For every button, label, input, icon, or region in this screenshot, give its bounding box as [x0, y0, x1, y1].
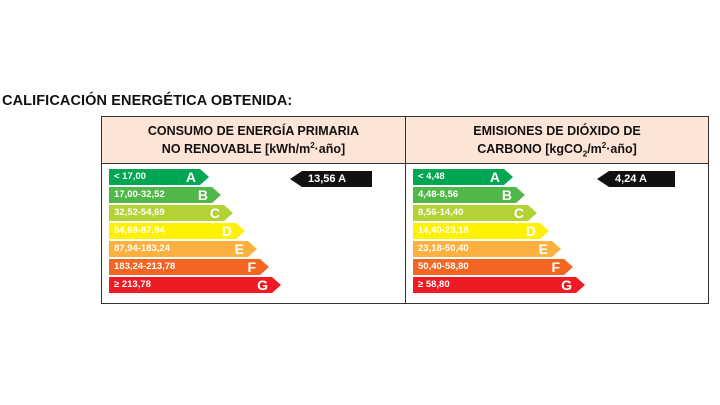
primary-energy-header-line1: CONSUMO DE ENERGÍA PRIMARIA: [147, 124, 360, 138]
primary-energy-panel: CONSUMO DE ENERGÍA PRIMARIA NO RENOVABLE…: [102, 117, 405, 303]
energy-band-c: 32,52-54,69 C: [109, 205, 233, 221]
co2-emissions-scale: < 4,48 A 4,48-8,56 B 8,56-14,40 C 14,40-23,…: [413, 169, 585, 295]
co2-band-a: < 4,48 A: [413, 169, 513, 185]
energy-band-a: < 17,00 A: [109, 169, 209, 185]
co2-band-g: ≥ 58,80 G: [413, 277, 585, 293]
energy-band-f: 183,24-213,78 F: [109, 259, 269, 275]
co2-band-d: 14,40-23,18 D: [413, 223, 549, 239]
primary-energy-scale: < 17,00 A 17,00-32,52 B 32,52-54,69 C 54,69…: [109, 169, 281, 295]
energy-rating-table: CONSUMO DE ENERGÍA PRIMARIA NO RENOVABLE…: [101, 116, 709, 304]
co2-band-b: 4,48-8,56 B: [413, 187, 525, 203]
page-title: CALIFICACIÓN ENERGÉTICA OBTENIDA:: [2, 93, 293, 109]
co2-emissions-header-line1: EMISIONES DE DIÓXIDO DE: [473, 124, 641, 138]
co2-emissions-panel: EMISIONES DE DIÓXIDO DE CARBONO [kgCO2/m…: [405, 117, 708, 303]
primary-energy-header: CONSUMO DE ENERGÍA PRIMARIA NO RENOVABLE…: [102, 117, 405, 164]
primary-energy-header-line2: NO RENOVABLE [kWh/m2·año]: [161, 140, 346, 156]
co2-band-f: 50,40-58,80 F: [413, 259, 573, 275]
co2-emissions-header-line2: CARBONO [kgCO2/m2·año]: [477, 140, 637, 159]
co2-band-c: 8,56-14,40 C: [413, 205, 537, 221]
primary-energy-result-arrow: 13,56 A: [290, 171, 372, 187]
co2-band-e: 23,18-50,40 E: [413, 241, 561, 257]
energy-band-d: 54,69-87,94 D: [109, 223, 245, 239]
energy-band-b: 17,00-32,52 B: [109, 187, 221, 203]
energy-band-g: ≥ 213,78 G: [109, 277, 281, 293]
energy-band-e: 87,94-183,24 E: [109, 241, 257, 257]
co2-emissions-header: EMISIONES DE DIÓXIDO DE CARBONO [kgCO2/m…: [406, 117, 708, 164]
co2-emissions-result-arrow: 4,24 A: [597, 171, 675, 187]
